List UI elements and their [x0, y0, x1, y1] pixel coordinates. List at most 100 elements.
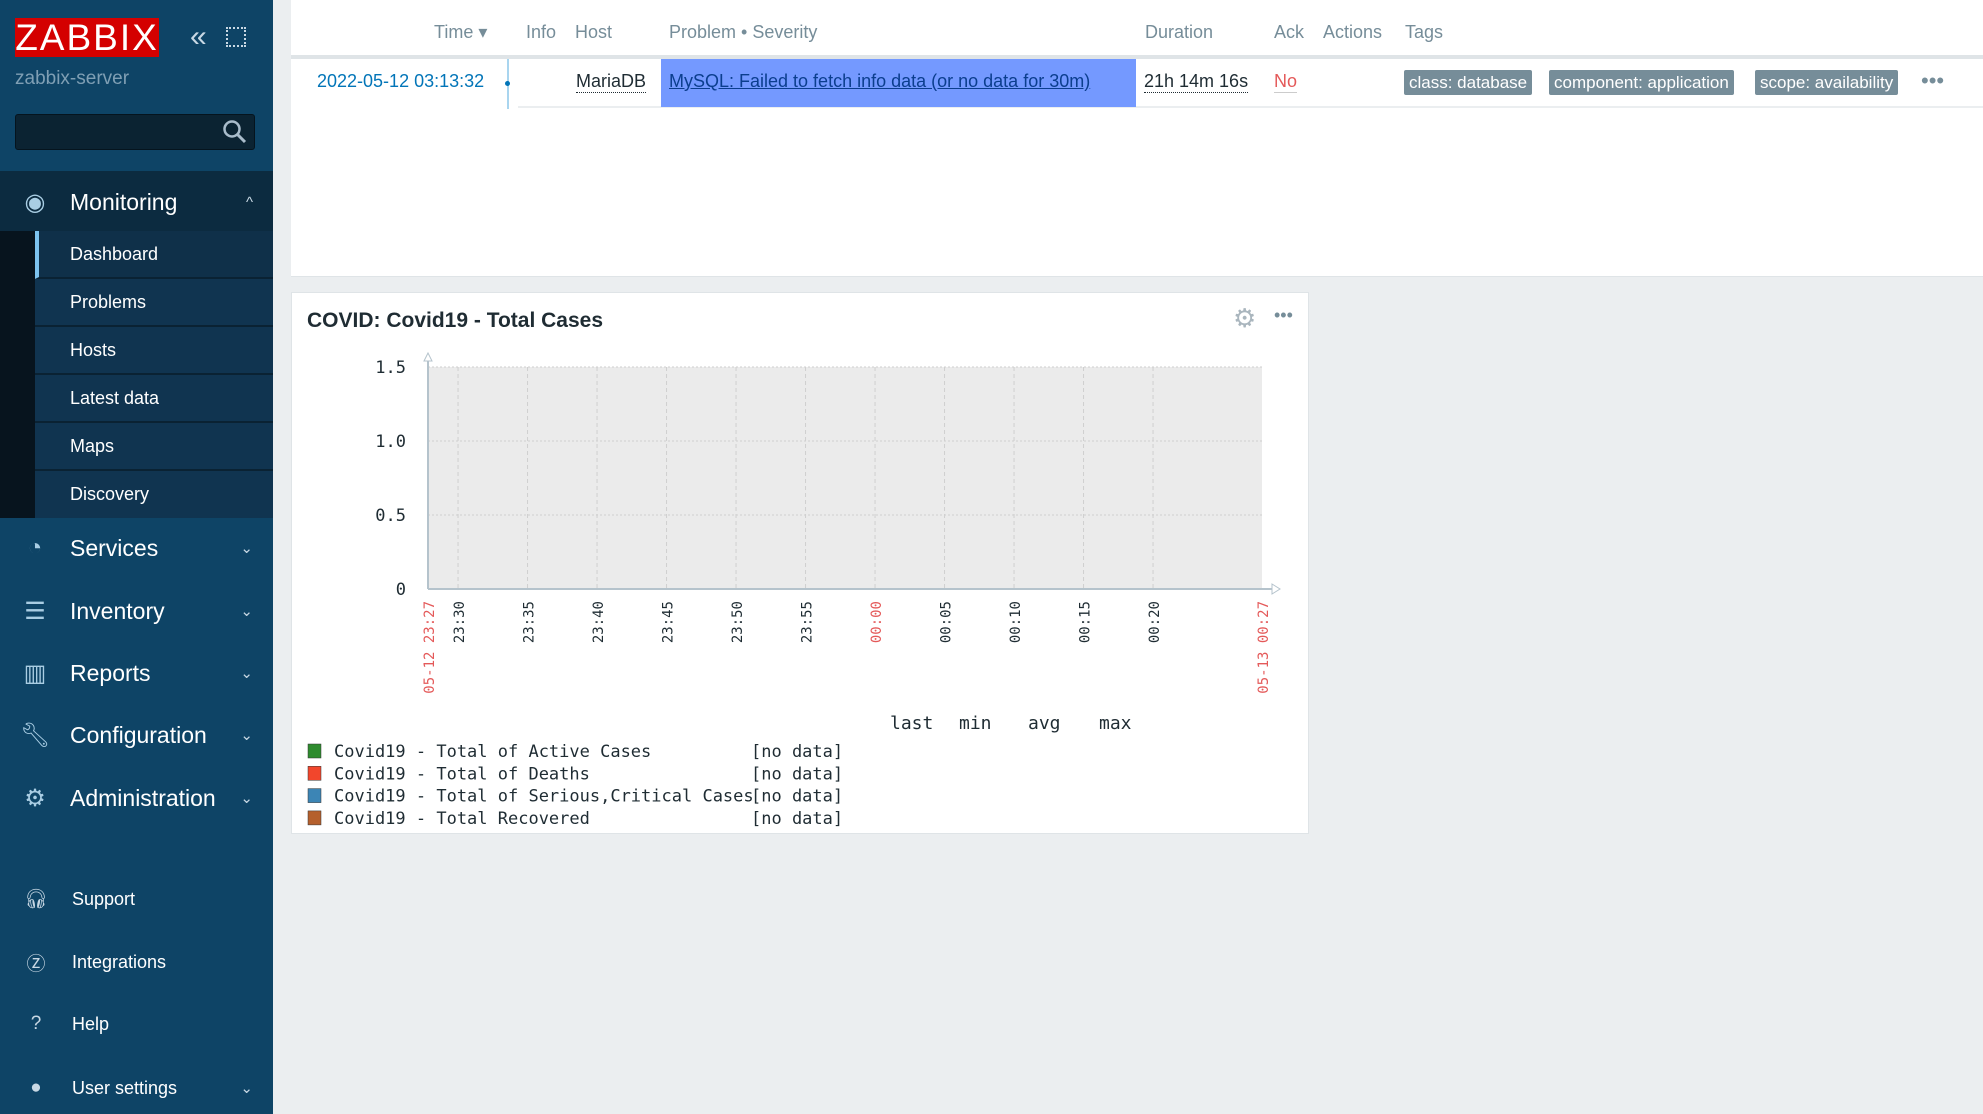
col-info: Info	[526, 22, 557, 42]
legend-column-header: last	[890, 713, 933, 734]
severity-highlight	[661, 59, 1136, 107]
y-tick-label: 0	[396, 580, 406, 600]
tag-class[interactable]: class: database	[1404, 70, 1533, 95]
col-time[interactable]: Time ▾	[434, 22, 488, 42]
x-tick-label: 00:05	[939, 601, 955, 643]
y-tick-label: 0.5	[375, 506, 406, 526]
legend-column-header: max	[1099, 713, 1132, 734]
legend-series-name: Covid19 - Total Recovered	[334, 809, 590, 829]
menu-integrations[interactable]: Ⓩ Integrations	[0, 942, 273, 982]
x-tick-label: 23:50	[730, 601, 746, 643]
x-tick-label: 23:35	[522, 601, 538, 643]
more-tags-icon[interactable]: •••	[1921, 68, 1945, 93]
submenu-maps[interactable]: Maps	[35, 423, 273, 471]
legend-column-header: min	[959, 713, 992, 734]
chevron-down-icon: ⌄	[240, 665, 253, 682]
menu-user-settings[interactable]: ● User settings ⌄	[0, 1068, 273, 1108]
z-icon: Ⓩ	[26, 953, 46, 975]
menu-inventory[interactable]: ☰ Inventory ⌄	[0, 580, 273, 642]
graph-chart: 1.5 1.0 0.5 0 23:30 23:35 23:40 23:45 23:50 23:55…	[307, 351, 1281, 829]
header-divider	[291, 55, 1983, 59]
x-tick-label: 23:30	[452, 601, 468, 643]
submenu-latest-data[interactable]: Latest data	[35, 375, 273, 423]
search-icon[interactable]	[222, 119, 248, 145]
menu-support[interactable]: 🎧︎ Support	[0, 879, 273, 919]
list-icon: ☰	[24, 597, 46, 625]
legend-swatch	[307, 743, 322, 759]
x-axis-arrow-icon	[1271, 583, 1281, 595]
x-tick-label: 00:15	[1078, 601, 1094, 643]
legend-column-header: avg	[1028, 713, 1061, 734]
x-start-label: 05-12 23:27	[422, 601, 438, 694]
submenu-discovery[interactable]: Discovery	[35, 471, 273, 518]
menu-administration[interactable]: ⚙ Administration ⌄	[0, 767, 273, 829]
tag-scope[interactable]: scope: availability	[1755, 70, 1899, 95]
submenu-hosts[interactable]: Hosts	[35, 327, 273, 375]
menu-label: Services	[70, 534, 159, 561]
graph-widget: COVID: Covid19 - Total Cases ⚙ ••• 1.5 1.…	[291, 292, 1309, 834]
row-divider	[518, 106, 1983, 108]
bar-chart-icon: ▥	[23, 659, 47, 687]
menu-label: Integrations	[72, 951, 167, 972]
x-tick-label: 00:10	[1008, 601, 1024, 643]
submenu-dashboard[interactable]: Dashboard	[35, 231, 273, 279]
legend-swatch	[307, 766, 322, 781]
duration-value[interactable]: 21h 14m 16s	[1144, 71, 1249, 93]
gear-icon: ⚙	[24, 784, 46, 812]
eye-icon: ◉	[24, 188, 46, 216]
unread-dot-icon	[505, 81, 510, 86]
menu-label: Monitoring	[70, 188, 178, 215]
legend-series-status: [no data]	[751, 764, 843, 784]
legend-swatch	[307, 810, 322, 826]
sidebar: ZABBIX « zabbix-server ◉ Monitoring ^ Da…	[0, 0, 273, 1114]
submenu-problems[interactable]: Problems	[35, 279, 273, 327]
menu-services[interactable]: ◔ Services ⌄	[0, 517, 273, 579]
menu-label: Administration	[70, 784, 216, 811]
collapse-sidebar-icon[interactable]: «	[190, 20, 207, 53]
headset-icon: 🎧︎	[23, 889, 49, 910]
chevron-up-icon: ^	[245, 193, 253, 211]
zabbix-logo[interactable]: ZABBIX	[15, 17, 159, 58]
legend-series-status: [no data]	[751, 787, 843, 807]
user-icon: ●	[30, 1077, 42, 1098]
kiosk-mode-icon[interactable]	[226, 27, 246, 47]
menu-reports[interactable]: ▥ Reports ⌄	[0, 642, 273, 704]
ack-link[interactable]: No	[1274, 71, 1298, 93]
graph-title: COVID: Covid19 - Total Cases	[307, 309, 604, 332]
submenu-strip	[0, 231, 35, 518]
menu-monitoring[interactable]: ◉ Monitoring ^	[0, 171, 273, 233]
y-tick-label: 1.5	[375, 358, 406, 378]
col-actions: Actions	[1323, 22, 1383, 42]
menu-label: Reports	[70, 659, 151, 686]
problem-link[interactable]: MySQL: Failed to fetch info data (or no …	[669, 71, 1091, 91]
x-tick-label: 23:40	[591, 601, 607, 643]
tag-component[interactable]: component: application	[1549, 70, 1734, 95]
x-tick-label: 00:00	[869, 601, 885, 643]
host-link[interactable]: MariaDB	[576, 71, 647, 93]
x-tick-label: 23:55	[800, 601, 816, 643]
menu-label: Help	[72, 1013, 110, 1034]
more-options-icon[interactable]: •••	[1274, 305, 1293, 325]
problem-time-link[interactable]: 2022-05-12 03:13:32	[317, 71, 485, 91]
stopwatch-icon: ◔	[27, 534, 43, 561]
menu-label: Support	[72, 888, 136, 909]
col-tags: Tags	[1405, 22, 1444, 42]
col-problem: Problem • Severity	[669, 22, 818, 42]
search-input[interactable]	[15, 114, 255, 150]
plot-area	[428, 367, 1262, 589]
chevron-down-icon: ⌄	[240, 603, 253, 620]
chevron-down-icon: ⌄	[240, 790, 253, 807]
menu-label: Inventory	[70, 597, 165, 624]
gear-icon[interactable]: ⚙	[1233, 303, 1257, 333]
x-end-label: 05-13 00:27	[1256, 601, 1272, 694]
problems-widget: Time ▾ Info Host Problem • Severity Dura…	[291, 0, 1983, 277]
wrench-icon: 🔧︎	[19, 721, 51, 749]
legend-series-status: [no data]	[751, 809, 843, 829]
chevron-down-icon: ⌄	[240, 540, 253, 557]
legend-series-name: Covid19 - Total of Serious,Critical Case…	[334, 787, 754, 807]
menu-label: Configuration	[70, 721, 207, 748]
menu-help[interactable]: ? Help	[0, 1004, 273, 1044]
menu-configuration[interactable]: 🔧︎ Configuration ⌄	[0, 704, 273, 766]
y-tick-label: 1.0	[375, 432, 406, 452]
question-icon: ?	[30, 1013, 42, 1034]
